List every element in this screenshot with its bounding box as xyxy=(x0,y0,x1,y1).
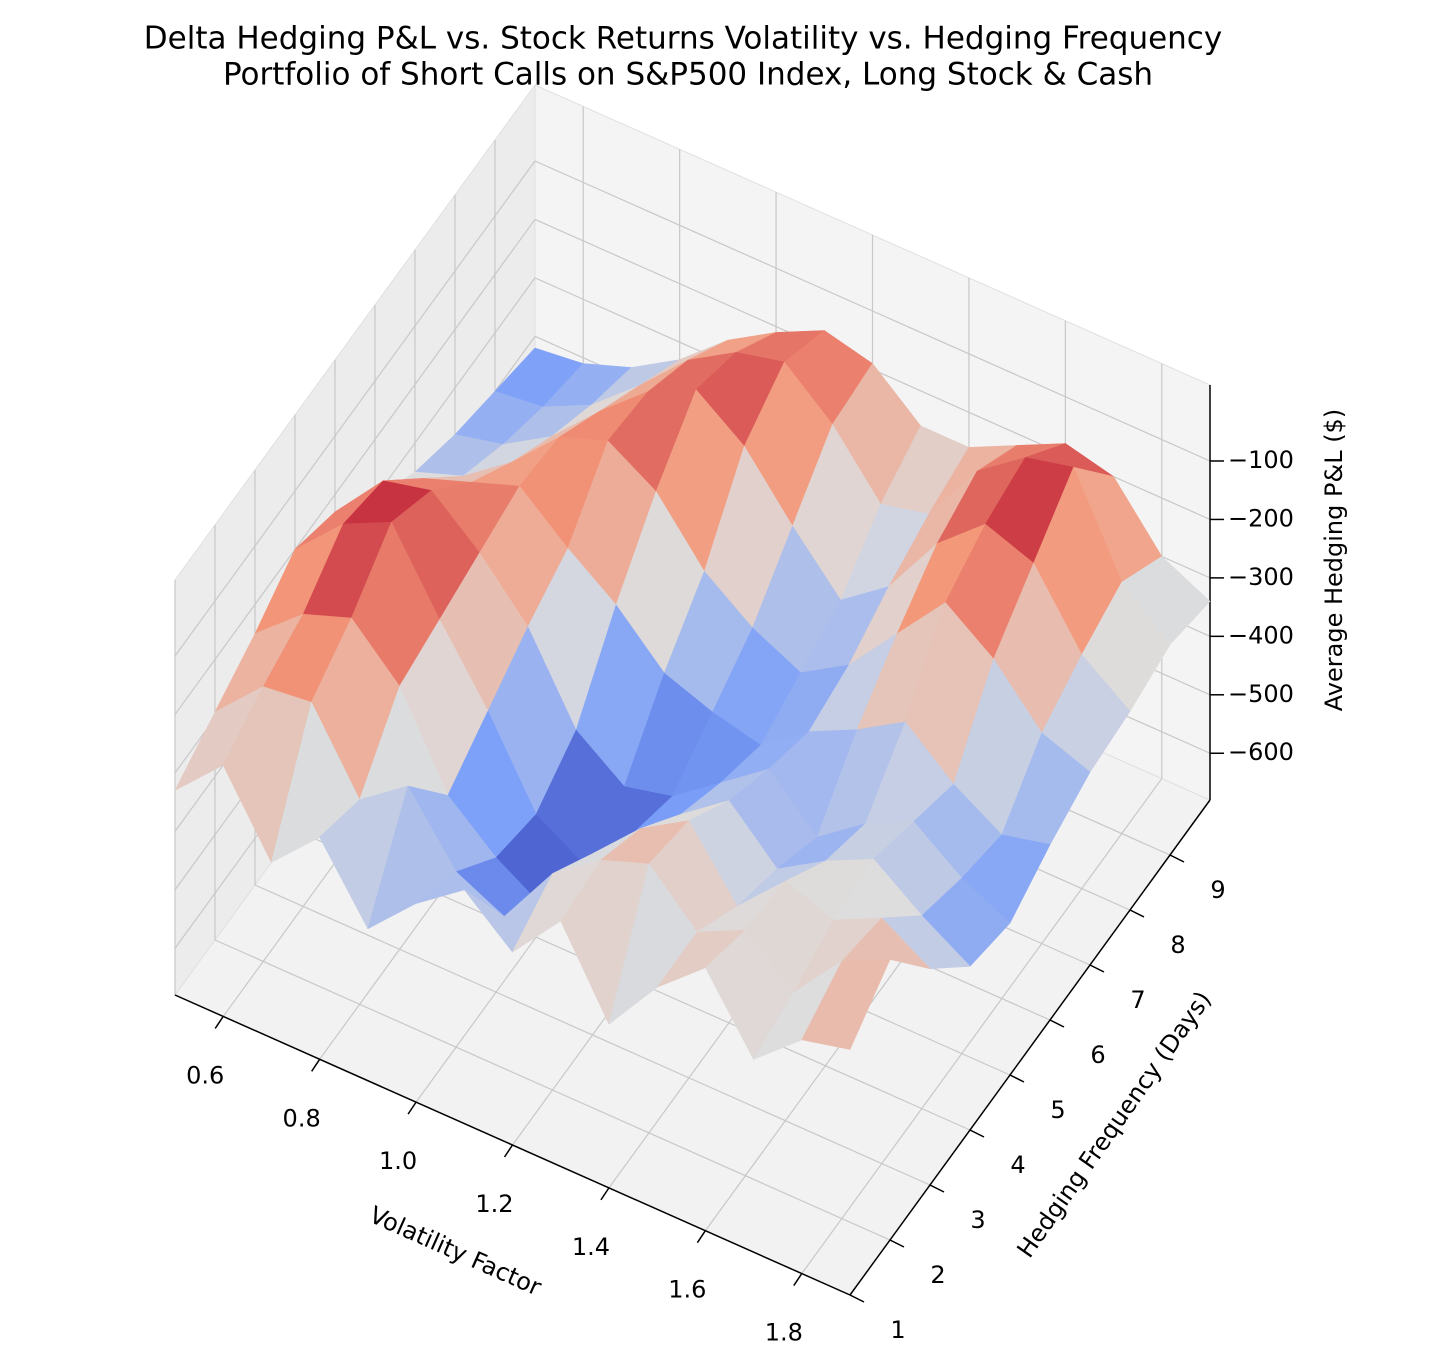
z-tick-label: −200 xyxy=(1228,504,1294,532)
x-axis-label: Volatility Factor xyxy=(365,1201,545,1302)
surface-patch xyxy=(801,959,891,1050)
y-tick xyxy=(1089,964,1105,973)
y-tick xyxy=(1009,1074,1025,1083)
y-tick xyxy=(1129,909,1145,918)
y-tick-label: 7 xyxy=(1130,986,1145,1014)
y-tick xyxy=(969,1129,985,1138)
grid-line xyxy=(174,219,536,715)
axis-line xyxy=(849,799,1211,1296)
x-tick xyxy=(407,1101,417,1115)
y-tick-label: 4 xyxy=(1010,1151,1025,1179)
y-tick-label: 3 xyxy=(970,1206,985,1234)
y-tick-label: 8 xyxy=(1170,931,1185,959)
x-tick xyxy=(503,1144,514,1158)
y-tick-label: 2 xyxy=(930,1261,945,1289)
y-tick xyxy=(929,1184,945,1193)
grid-line xyxy=(254,884,931,1186)
x-tick-label: 0.8 xyxy=(283,1104,321,1132)
x-tick xyxy=(600,1187,610,1201)
x-tick-label: 1.6 xyxy=(668,1276,706,1304)
x-tick-label: 1.2 xyxy=(475,1190,513,1218)
grid-line xyxy=(214,939,891,1241)
x-tick xyxy=(214,1016,224,1029)
z-tick-label: −500 xyxy=(1228,680,1294,708)
z-tick-label: −100 xyxy=(1228,446,1294,474)
y-tick-label: 1 xyxy=(890,1316,905,1344)
y-tick xyxy=(1169,854,1185,863)
y-tick xyxy=(1049,1019,1065,1028)
x-tick-label: 1.0 xyxy=(379,1147,417,1175)
x-tick-label: 0.6 xyxy=(186,1061,224,1089)
x-tick xyxy=(696,1230,706,1244)
grid-line xyxy=(801,778,1163,1274)
grid-line xyxy=(534,160,1211,462)
axis-line xyxy=(174,994,851,1296)
z-tick-label: −300 xyxy=(1228,563,1294,591)
y-tick xyxy=(849,1294,865,1303)
y-tick xyxy=(889,1239,905,1248)
chart-title: Delta Hedging P&L vs. Stock Returns Vola… xyxy=(144,21,1222,57)
z-axis-label: Average Hedging P&L ($) xyxy=(1320,409,1348,711)
y-tick-label: 5 xyxy=(1050,1096,1065,1124)
y-tick-label: 6 xyxy=(1090,1041,1105,1069)
x-tick-label: 1.8 xyxy=(765,1319,803,1347)
x-tick xyxy=(793,1273,803,1286)
x-tick-label: 1.4 xyxy=(572,1233,610,1261)
z-tick-label: −600 xyxy=(1228,738,1294,766)
grid-line xyxy=(174,160,536,657)
chart-subtitle: Portfolio of Short Calls on S&P500 Index… xyxy=(223,57,1153,93)
y-tick-label: 9 xyxy=(1210,876,1225,904)
x-tick xyxy=(311,1058,321,1072)
z-tick-label: −400 xyxy=(1228,621,1294,649)
